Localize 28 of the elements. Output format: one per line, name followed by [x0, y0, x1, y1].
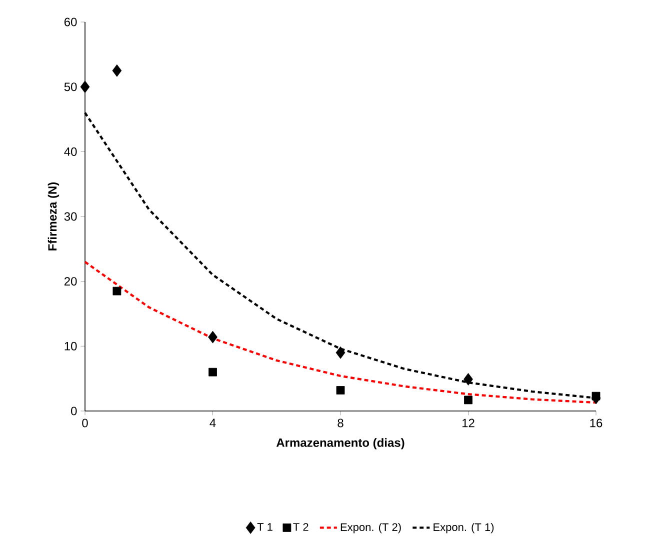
legend-label: T 1 [257, 523, 272, 531]
x-tick-label: 8 [338, 418, 344, 428]
legend-label: T 2 [293, 523, 308, 531]
point [208, 368, 217, 376]
y-tick-label: 30 [64, 212, 77, 221]
x-tick-label: 16 [590, 418, 602, 428]
x-tick-label: 12 [462, 418, 474, 428]
point [80, 80, 90, 94]
point [464, 373, 473, 386]
legend-label: Expon. (T 1) [434, 522, 494, 534]
point [112, 286, 122, 296]
y-tick-label: 20 [64, 277, 77, 286]
point [336, 346, 346, 359]
x-tick-label: 4 [210, 418, 216, 428]
legend-label: Expon. (T 2) [340, 522, 401, 534]
x-axis-title: Armazenamento (dias) [276, 438, 404, 450]
point [592, 392, 600, 400]
y-tick-label: 50 [64, 82, 77, 92]
y-tick-label: 10 [64, 342, 77, 350]
point [464, 396, 472, 404]
y-tick-label: 0 [71, 406, 77, 416]
y-tick-label: 40 [64, 147, 77, 156]
point [336, 386, 345, 394]
x-tick-label: 0 [82, 418, 88, 428]
point [112, 64, 122, 77]
point [208, 330, 218, 344]
y-tick-label: 60 [64, 18, 77, 26]
y-axis-title: Ffirmeza (N) [48, 182, 60, 250]
